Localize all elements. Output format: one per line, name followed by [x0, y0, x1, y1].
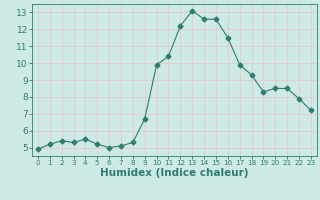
- X-axis label: Humidex (Indice chaleur): Humidex (Indice chaleur): [100, 168, 249, 178]
